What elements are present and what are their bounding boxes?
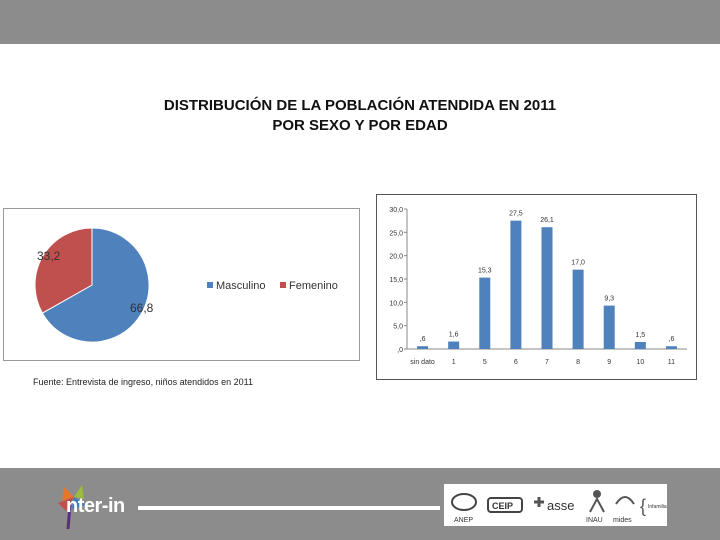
legend-swatch-femenino xyxy=(280,282,286,288)
legend-label-femenino: Femenino xyxy=(289,280,338,292)
bar-chart-panel: ,0 5,0 10,0 15,0 20,0 25,0 30,0,6 sin dato 1,6 1 1… xyxy=(376,194,697,380)
mides-logo: mides xyxy=(612,484,638,526)
bar xyxy=(572,269,584,349)
pie-chart: 66,8 33,2 Masculino Femenino xyxy=(34,227,338,343)
partner-label-infamilia: Infamilia xyxy=(648,504,667,510)
page-title: DISTRIBUCIÓN DE LA POBLACIÓN ATENDIDA EN… xyxy=(60,96,660,136)
title-line-2: POR SEXO Y POR EDAD xyxy=(272,117,448,134)
top-bar xyxy=(0,0,720,44)
bar-data-label: 26,1 xyxy=(540,217,554,224)
x-tick-label: 10 xyxy=(636,359,644,366)
pie-slice-masculino xyxy=(41,227,150,343)
y-tick-label: 20,0 xyxy=(389,254,403,261)
bar-data-label: 1,5 xyxy=(635,332,645,339)
partner-label-asse: asse xyxy=(547,498,574,513)
y-tick-label: 25,0 xyxy=(389,230,403,237)
pie-chart-panel: 66,8 33,2 Masculino Femenino xyxy=(3,208,360,361)
x-tick-label: sin dato xyxy=(410,359,435,366)
source-note: Fuente: Entrevista de ingreso, niños ate… xyxy=(33,377,253,387)
y-tick-label: ,0 xyxy=(397,347,403,354)
title-line-1: DISTRIBUCIÓN DE LA POBLACIÓN ATENDIDA EN… xyxy=(163,97,557,114)
x-tick-label: 6 xyxy=(514,359,518,366)
ceip-logo: CEIP xyxy=(486,484,524,526)
bar xyxy=(479,277,491,349)
partner-label-mides: mides xyxy=(613,517,632,524)
bar-data-label: 9,3 xyxy=(604,296,614,303)
x-tick-label: 1 xyxy=(452,359,456,366)
bar-data-label: ,6 xyxy=(420,336,426,343)
partner-label-anep: ANEP xyxy=(454,517,473,524)
y-tick-label: 10,0 xyxy=(389,300,403,307)
footer-divider xyxy=(138,506,440,510)
bar xyxy=(665,346,677,349)
inter-in-logo xyxy=(44,475,139,531)
bar-data-label: ,6 xyxy=(669,336,675,343)
bar-data-label: 1,6 xyxy=(449,332,459,339)
svg-text:{: { xyxy=(640,496,646,516)
legend-label-masculino: Masculino xyxy=(216,280,266,292)
pie-label-masculino: 66,8 xyxy=(130,301,154,315)
bar xyxy=(448,341,460,349)
bar xyxy=(541,227,553,349)
bar-data-label: 17,0 xyxy=(571,260,585,267)
inau-logo: INAU xyxy=(584,484,610,526)
infamilia-logo: {Infamilia xyxy=(640,484,667,526)
y-tick-label: 5,0 xyxy=(393,324,403,331)
partner-logos: ANEP CEIP asse INAU mides {Infamilia xyxy=(444,484,667,526)
legend-swatch-masculino xyxy=(207,282,213,288)
bar-data-label: 15,3 xyxy=(478,268,492,275)
x-tick-label: 11 xyxy=(668,359,675,366)
x-tick-label: 5 xyxy=(483,359,487,366)
x-tick-label: 8 xyxy=(576,359,580,366)
asse-logo: asse xyxy=(530,484,578,526)
bar xyxy=(510,220,522,349)
partner-label-ceip: CEIP xyxy=(492,501,513,511)
pie-slice-femenino xyxy=(34,227,93,314)
x-tick-label: 7 xyxy=(545,359,549,366)
y-tick-label: 15,0 xyxy=(389,277,403,284)
bar-data-label: 27,5 xyxy=(509,211,523,218)
pie-label-femenino: 33,2 xyxy=(37,249,61,263)
bar xyxy=(417,346,429,349)
bar xyxy=(634,342,646,349)
logo-text: nter-in xyxy=(66,495,125,517)
anep-logo: ANEP xyxy=(448,484,480,526)
y-tick-label: 30,0 xyxy=(389,207,403,214)
x-tick-label: 9 xyxy=(607,359,611,366)
partner-label-inau: INAU xyxy=(586,517,603,524)
bar xyxy=(603,305,615,349)
